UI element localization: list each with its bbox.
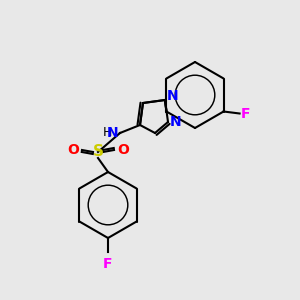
Text: F: F [103,257,113,271]
Text: F: F [241,106,250,121]
Text: N: N [170,115,182,129]
Text: O: O [117,143,129,157]
Text: O: O [67,143,79,157]
Text: S: S [92,145,104,160]
Text: N: N [106,126,118,140]
Text: H: H [103,127,112,140]
Text: N: N [167,89,178,103]
